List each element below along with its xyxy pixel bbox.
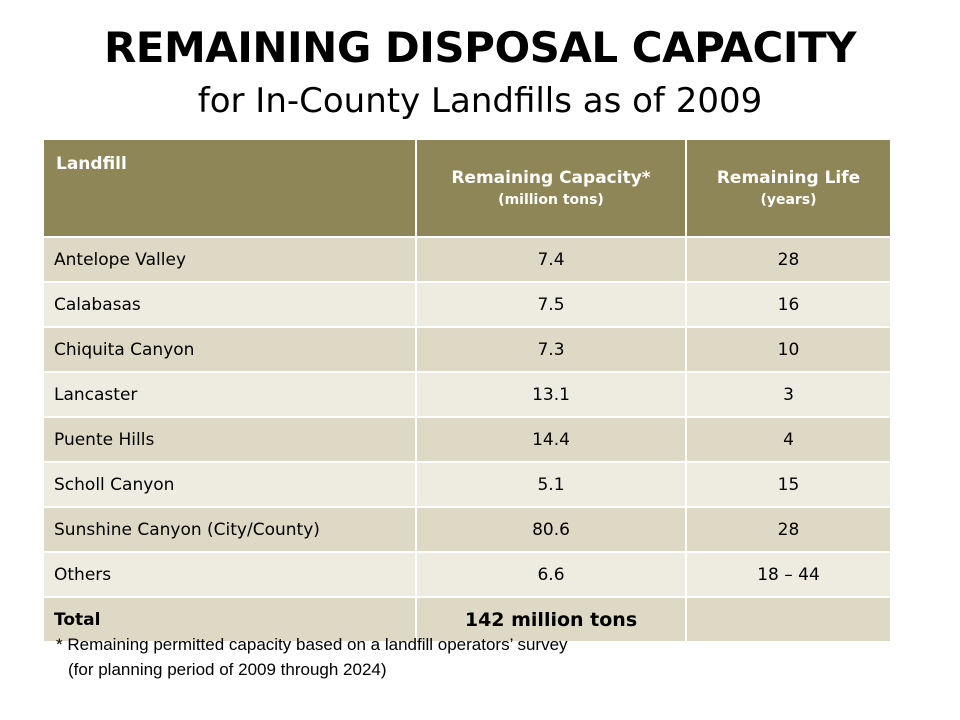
slide-title: REMAINING DISPOSAL CAPACITY for In-Count… xyxy=(0,18,960,124)
header-landfill-label: Landfill xyxy=(56,154,127,174)
table-row: Puente Hills 14.4 4 xyxy=(44,416,890,462)
life-cell: 15 xyxy=(686,461,890,507)
header-remaining-life: Remaining Life (years) xyxy=(686,140,890,237)
landfill-name-cell: Puente Hills xyxy=(44,416,417,462)
landfill-capacity-table: Landfill Remaining Capacity* (million to… xyxy=(44,140,890,641)
header-landfill: Landfill xyxy=(44,140,417,237)
header-remaining-capacity-unit: (million tons) xyxy=(498,192,604,208)
capacity-cell: 80.6 xyxy=(416,506,687,552)
life-cell: 10 xyxy=(686,326,890,372)
landfill-name-cell: Calabasas xyxy=(44,281,417,327)
landfill-name-cell: Antelope Valley xyxy=(44,236,417,282)
table-row: Calabasas 7.5 16 xyxy=(44,281,890,327)
life-cell: 16 xyxy=(686,281,890,327)
table-row: Chiquita Canyon 7.3 10 xyxy=(44,326,890,372)
table-row: Lancaster 13.1 3 xyxy=(44,371,890,417)
capacity-cell: 7.4 xyxy=(416,236,687,282)
capacity-cell: 7.5 xyxy=(416,281,687,327)
table-row: Scholl Canyon 5.1 15 xyxy=(44,461,890,507)
capacity-cell: 5.1 xyxy=(416,461,687,507)
landfill-name-cell: Others xyxy=(44,551,417,597)
header-remaining-life-unit: (years) xyxy=(760,192,817,208)
capacity-cell: 7.3 xyxy=(416,326,687,372)
landfill-name-cell: Scholl Canyon xyxy=(44,461,417,507)
life-cell: 28 xyxy=(686,506,890,552)
landfill-name-cell: Chiquita Canyon xyxy=(44,326,417,372)
page-subtitle: for In-County Landfills as of 2009 xyxy=(197,81,763,121)
landfill-name-cell: Sunshine Canyon (City/County) xyxy=(44,506,417,552)
footnote-line-2: (for planning period of 2009 through 202… xyxy=(68,660,387,679)
footnote: * Remaining permitted capacity based on … xyxy=(56,632,568,682)
table-body: Antelope Valley 7.4 28 Calabasas 7.5 16 … xyxy=(44,236,890,641)
header-remaining-capacity: Remaining Capacity* (million tons) xyxy=(416,140,687,237)
capacity-cell: 6.6 xyxy=(416,551,687,597)
table-header: Landfill Remaining Capacity* (million to… xyxy=(44,140,890,237)
landfill-name-cell: Lancaster xyxy=(44,371,417,417)
capacity-cell: 13.1 xyxy=(416,371,687,417)
capacity-cell: 14.4 xyxy=(416,416,687,462)
table-row: Others 6.6 18 – 44 xyxy=(44,551,890,597)
page-title: REMAINING DISPOSAL CAPACITY xyxy=(103,23,857,72)
footnote-line-1: * Remaining permitted capacity based on … xyxy=(56,635,568,654)
total-label-cell: Total xyxy=(44,596,417,641)
header-row: Landfill Remaining Capacity* (million to… xyxy=(44,140,890,237)
total-row: Total 142 million tons xyxy=(44,596,890,641)
life-cell: 18 – 44 xyxy=(686,551,890,597)
life-cell: 28 xyxy=(686,236,890,282)
life-cell: 3 xyxy=(686,371,890,417)
header-remaining-capacity-label: Remaining Capacity* xyxy=(451,168,651,188)
total-life-cell xyxy=(686,596,890,641)
header-remaining-life-label: Remaining Life xyxy=(716,168,861,188)
table-row: Antelope Valley 7.4 28 xyxy=(44,236,890,282)
total-capacity-cell: 142 million tons xyxy=(416,596,687,641)
life-cell: 4 xyxy=(686,416,890,462)
table-row: Sunshine Canyon (City/County) 80.6 28 xyxy=(44,506,890,552)
